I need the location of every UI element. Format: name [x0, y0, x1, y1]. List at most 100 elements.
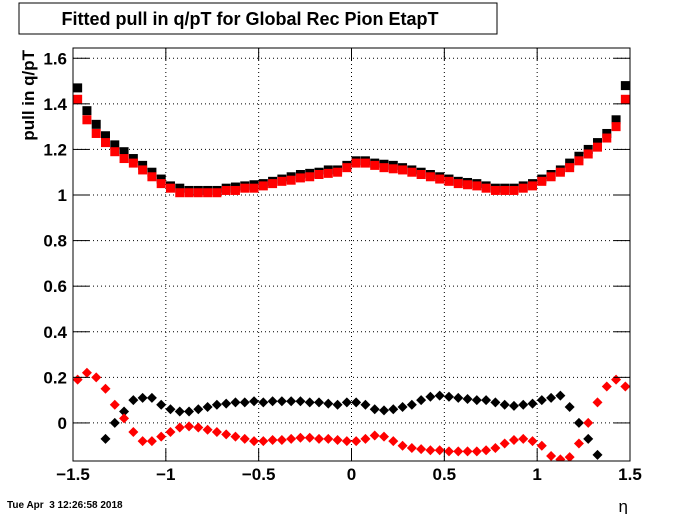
marker-diamond	[406, 399, 417, 410]
marker-square	[593, 138, 603, 148]
marker-square	[212, 188, 222, 198]
marker-diamond	[221, 429, 232, 440]
marker-square	[555, 167, 565, 177]
x-tick-label: −0.5	[242, 465, 276, 484]
marker-diamond	[351, 397, 362, 408]
marker-square	[91, 128, 101, 138]
marker-diamond	[620, 381, 630, 392]
marker-diamond	[193, 422, 204, 433]
marker-square	[602, 133, 612, 143]
marker-diamond	[388, 404, 399, 415]
marker-diamond	[211, 399, 222, 410]
marker-diamond	[239, 397, 250, 408]
marker-diamond	[100, 433, 111, 444]
marker-diamond	[184, 421, 195, 432]
marker-square	[574, 156, 584, 166]
marker-diamond	[332, 399, 343, 410]
marker-square	[295, 173, 305, 183]
marker-diamond	[165, 404, 176, 415]
marker-diamond	[518, 433, 529, 444]
marker-square	[221, 185, 231, 195]
marker-diamond	[481, 445, 492, 456]
marker-square	[435, 174, 445, 184]
chart-title: Fitted pull in q/pT for Global Rec Pion …	[62, 9, 439, 29]
marker-square	[583, 149, 593, 159]
marker-square	[286, 175, 296, 185]
marker-diamond	[453, 392, 464, 403]
marker-diamond	[137, 436, 148, 447]
marker-diamond	[295, 432, 306, 443]
marker-square	[500, 185, 510, 195]
marker-square	[91, 119, 101, 129]
marker-square	[490, 185, 500, 195]
y-tick-label: 1	[58, 186, 67, 205]
marker-diamond	[267, 396, 278, 407]
marker-diamond	[388, 436, 399, 447]
x-tick-label: 0	[347, 465, 356, 484]
marker-square	[100, 138, 110, 148]
marker-diamond	[156, 399, 167, 410]
marker-square	[82, 106, 92, 116]
marker-square	[342, 163, 352, 173]
marker-square	[100, 131, 110, 141]
y-tick-label: 1.4	[43, 95, 67, 114]
marker-square	[175, 183, 185, 193]
marker-diamond	[406, 443, 417, 454]
marker-square	[82, 115, 92, 125]
marker-diamond	[109, 399, 120, 410]
marker-square	[388, 164, 398, 174]
marker-diamond	[443, 446, 454, 457]
marker-diamond	[314, 433, 325, 444]
marker-diamond	[184, 406, 195, 417]
marker-square	[249, 183, 259, 193]
marker-square	[193, 188, 203, 198]
marker-diamond	[462, 394, 473, 405]
marker-diamond	[564, 401, 575, 412]
x-tick-label: −1	[156, 465, 175, 484]
marker-diamond	[416, 395, 427, 406]
marker-diamond	[416, 444, 427, 455]
marker-square	[147, 172, 157, 182]
x-tick-label: 1.5	[618, 465, 642, 484]
y-tick-label: 0.6	[43, 277, 67, 296]
marker-diamond	[276, 396, 287, 407]
marker-square	[128, 154, 138, 164]
footer: Tue Apr 3 12:26:58 2018	[7, 500, 123, 511]
marker-diamond	[425, 445, 436, 456]
marker-diamond	[258, 436, 269, 447]
marker-diamond	[360, 399, 371, 410]
marker-diamond	[360, 433, 371, 444]
y-tick-label: 0.4	[43, 323, 67, 342]
marker-square	[444, 176, 454, 186]
marker-square	[453, 179, 463, 189]
marker-diamond	[128, 427, 139, 438]
marker-diamond	[583, 433, 594, 444]
marker-square	[602, 128, 612, 138]
marker-diamond	[230, 431, 241, 442]
marker-square	[407, 167, 417, 177]
marker-diamond	[499, 438, 510, 449]
marker-square	[147, 167, 157, 177]
marker-diamond	[546, 392, 557, 403]
marker-square	[305, 172, 315, 182]
y-tick-label: 0	[58, 414, 67, 433]
marker-diamond	[527, 436, 538, 447]
marker-diamond	[249, 396, 260, 407]
marker-diamond	[156, 431, 167, 442]
marker-square	[360, 158, 370, 168]
marker-diamond	[555, 390, 566, 401]
marker-diamond	[536, 440, 547, 451]
marker-diamond	[146, 392, 157, 403]
marker-diamond	[286, 433, 297, 444]
marker-diamond	[323, 398, 334, 409]
marker-square	[481, 183, 491, 193]
marker-diamond	[378, 405, 389, 416]
marker-square	[277, 176, 287, 186]
y-tick-label: 1.2	[43, 140, 67, 159]
x-tick-label: 1	[532, 465, 541, 484]
marker-square	[565, 163, 575, 173]
marker-diamond	[351, 436, 362, 447]
marker-diamond	[508, 400, 519, 411]
